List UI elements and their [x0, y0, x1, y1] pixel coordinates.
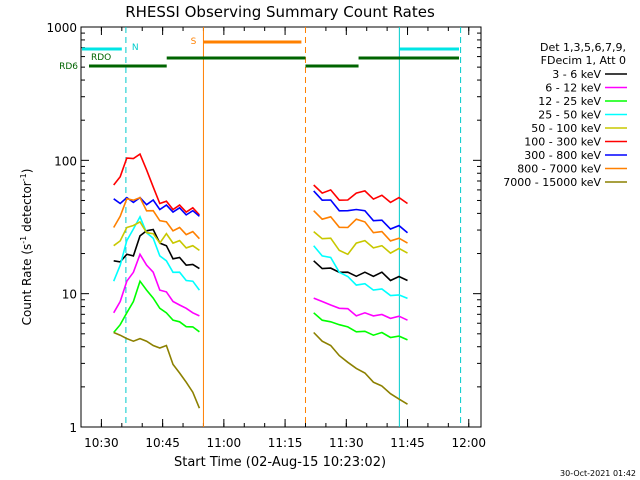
- legend-label-25-50-kev: 25 - 50 keV: [538, 109, 601, 122]
- x-tick-label: 11:30: [329, 436, 364, 450]
- legend-label-50-100-kev: 50 - 100 keV: [531, 122, 601, 135]
- y-axis-label-main: Count Rate (s: [20, 244, 34, 326]
- x-tick-label: 11:00: [207, 436, 242, 450]
- svg-text:Count Rate (s-1 detector-1): Count Rate (s-1 detector-1): [19, 169, 34, 326]
- y-tick-label: 10: [62, 288, 77, 302]
- y-axis-label-sup1: -1: [19, 236, 28, 244]
- legend-label-3-6-kev: 3 - 6 keV: [552, 68, 601, 81]
- series-line-800-7000-kev-seg1: [113, 196, 200, 240]
- legend-label-7000-15000-kev: 7000 - 15000 keV: [503, 176, 601, 189]
- series-line-7000-15000-kev-seg2: [313, 331, 408, 405]
- series-line-50-100-kev-seg1: [113, 220, 200, 252]
- y-axis-label-end: ): [20, 169, 34, 174]
- legend-label-300-800-kev: 300 - 800 keV: [524, 149, 601, 162]
- x-tick-label: 12:00: [451, 436, 486, 450]
- x-tick-label: 11:15: [268, 436, 303, 450]
- series-line-12-25-kev-seg1: [113, 279, 200, 334]
- series-line-7000-15000-kev-seg1: [113, 331, 201, 409]
- x-tick-label: 11:45: [390, 436, 425, 450]
- series-line-100-300-kev-seg2: [313, 184, 408, 205]
- plot-frame: [80, 26, 482, 428]
- legend-label-6-12-kev: 6 - 12 keV: [545, 82, 601, 95]
- flag-label-s: S: [191, 37, 197, 47]
- y-tick-label: 100: [54, 154, 77, 168]
- x-tick-label: 10:30: [84, 436, 119, 450]
- series-line-6-12-kev-seg2: [313, 297, 408, 321]
- series-line-25-50-kev-seg2: [313, 245, 408, 300]
- y-tick-label: 1: [69, 421, 77, 435]
- legend-label-100-300-kev: 100 - 300 keV: [524, 136, 601, 149]
- plot-area: 1 10 100 1000 10:30 10:45 11:00 11:15 11:30 11:45…: [46, 21, 486, 450]
- y-axis-label: Count Rate (s-1 detector-1): [19, 169, 34, 326]
- y-axis-label-mid: detector: [20, 181, 34, 236]
- timestamp: 30-Oct-2021 01:42: [560, 469, 636, 478]
- series-line-50-100-kev-seg2: [313, 230, 408, 256]
- flag-label-rd6: RD6: [59, 62, 78, 72]
- legend-header-1: Det 1,3,5,6,7,9,: [540, 41, 626, 54]
- series-line-3-6-kev-seg2: [313, 260, 408, 282]
- x-axis-label: Start Time (02-Aug-15 10:23:02): [174, 455, 386, 470]
- chart-title: RHESSI Observing Summary Count Rates: [125, 3, 435, 21]
- series-line-300-800-kev-seg2: [313, 190, 409, 234]
- legend-header-2: FDecim 1, Att 0: [541, 54, 626, 67]
- y-tick-label: 1000: [46, 21, 77, 35]
- series-line-3-6-kev-seg1: [113, 228, 200, 270]
- y-axis-label-sup2: -1: [19, 173, 28, 181]
- flag-label-rdo: RDO: [91, 53, 111, 63]
- legend-label-800-7000-kev: 800 - 7000 keV: [517, 163, 601, 176]
- series-line-12-25-kev-seg2: [313, 312, 408, 341]
- series-line-100-300-kev-seg1: [113, 152, 200, 216]
- series-line-25-50-kev-seg1: [112, 214, 201, 291]
- flag-label-n: N: [132, 43, 139, 53]
- series-line-800-7000-kev-seg2: [313, 210, 408, 244]
- series-line-6-12-kev-seg1: [113, 252, 200, 317]
- legend-label-12-25-kev: 12 - 25 keV: [538, 95, 601, 108]
- x-tick-label: 10:45: [145, 436, 180, 450]
